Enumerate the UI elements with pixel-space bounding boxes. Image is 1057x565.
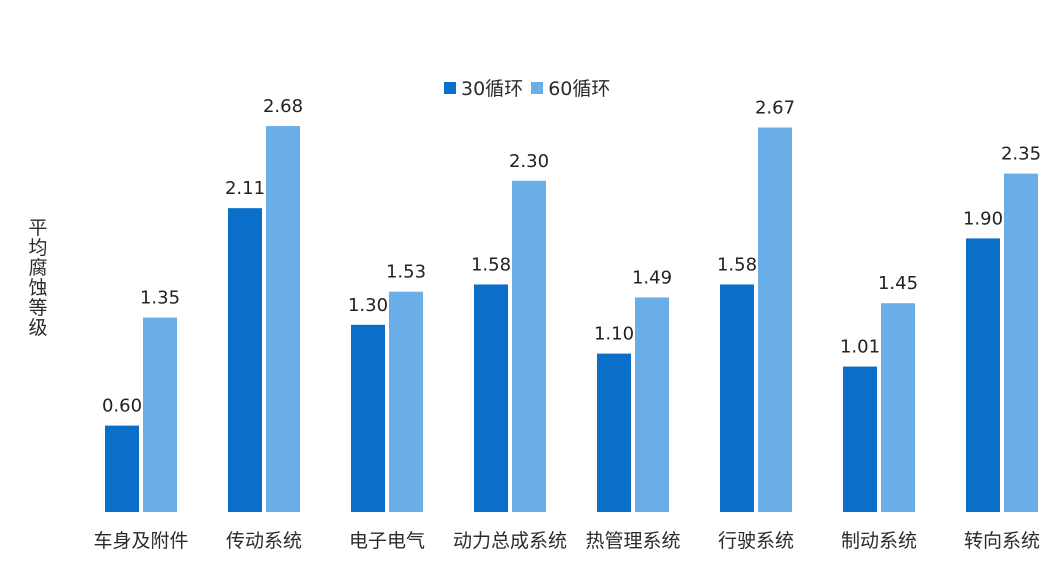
data-label-1-5: 1.10 — [594, 324, 634, 345]
data-label-2-5: 1.49 — [632, 267, 672, 288]
y-axis-label-char: 平 — [28, 217, 48, 239]
legend-label-series-2: 60循环 — [548, 78, 611, 100]
bar-1-1 — [105, 425, 139, 512]
bar-2-2 — [266, 126, 300, 512]
category-label-6: 行驶系统 — [718, 530, 794, 552]
data-label-1-6: 1.58 — [717, 254, 757, 275]
bar-1-2 — [228, 208, 262, 512]
legend-item-series-2: 60循环 — [531, 74, 610, 101]
legend-swatch-series-1 — [444, 81, 456, 94]
data-label-2-3: 1.53 — [386, 262, 426, 283]
bar-1-5 — [597, 353, 631, 512]
data-label-2-1: 1.35 — [140, 288, 180, 309]
legend-item-series-1: 30循环 — [444, 74, 523, 101]
bar-2-4 — [512, 180, 546, 513]
legend-swatch-series-2 — [531, 81, 544, 94]
data-label-2-6: 2.67 — [755, 98, 795, 119]
y-axis-label-char: 腐 — [28, 257, 48, 279]
data-label-1-2: 2.11 — [225, 178, 265, 199]
data-label-1-8: 1.90 — [963, 208, 1003, 229]
data-label-1-7: 1.01 — [840, 337, 880, 358]
bar-1-3 — [351, 324, 385, 512]
y-axis-label: 平均腐蚀等级 — [26, 218, 50, 338]
category-label-8: 转向系统 — [964, 530, 1040, 552]
bar-1-7 — [843, 366, 877, 512]
data-label-2-8: 2.35 — [1001, 144, 1041, 165]
bar-1-4 — [474, 284, 508, 512]
bar-2-7 — [881, 303, 915, 512]
y-axis-label-char: 蚀 — [28, 277, 48, 299]
bar-2-8 — [1004, 173, 1038, 512]
data-label-2-4: 2.30 — [509, 151, 549, 172]
chart-legend: 30循环 60循环 — [444, 74, 618, 101]
category-label-3: 电子电气 — [349, 530, 425, 552]
y-axis-label-char: 等 — [28, 297, 48, 319]
category-label-2: 传动系统 — [226, 530, 302, 552]
category-label-1: 车身及附件 — [93, 530, 188, 552]
category-label-7: 制动系统 — [841, 530, 917, 552]
bar-2-3 — [389, 291, 423, 512]
y-axis-label-char: 均 — [28, 237, 48, 259]
y-axis-label-char: 级 — [28, 317, 48, 339]
data-label-1-4: 1.58 — [471, 254, 511, 275]
bar-1-6 — [720, 284, 754, 512]
category-label-4: 动力总成系统 — [453, 530, 567, 552]
bar-1-8 — [966, 238, 1000, 512]
data-label-1-3: 1.30 — [348, 295, 388, 316]
bar-2-6 — [758, 127, 792, 513]
category-label-5: 热管理系统 — [585, 530, 680, 552]
bar-2-5 — [635, 297, 669, 512]
data-label-1-1: 0.60 — [102, 396, 142, 417]
bar-2-1 — [143, 317, 177, 512]
data-label-2-7: 1.45 — [878, 273, 918, 294]
data-label-2-2: 2.68 — [263, 96, 303, 117]
legend-label-series-1: 30循环 — [461, 78, 524, 100]
